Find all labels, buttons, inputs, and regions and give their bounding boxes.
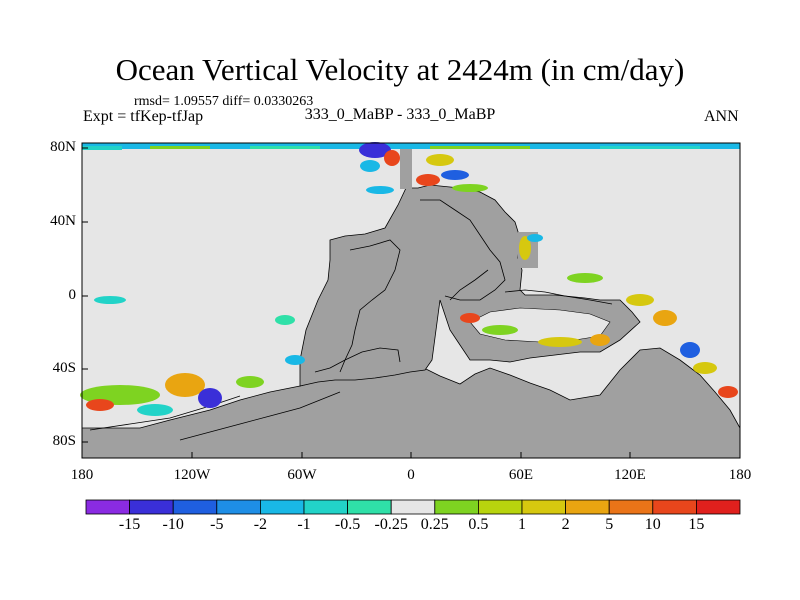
season-label: ANN (704, 108, 739, 125)
colorbar-swatch (608, 499, 654, 515)
colorbar-label: 0.5 (468, 516, 489, 533)
colorbar-label: -2 (253, 516, 268, 533)
stats-line: rmsd= 1.09557 diff= 0.0330263 (134, 94, 314, 109)
lon-label-60w: 60W (287, 467, 317, 483)
colorbar-swatch (477, 499, 523, 515)
lon-label-180w: 180 (70, 467, 94, 483)
colorbar-label: 0.25 (420, 516, 449, 533)
lat-label-80s: 80S (52, 433, 76, 449)
colorbar-label: -10 (162, 516, 184, 533)
colorbar-swatch (434, 499, 479, 515)
lat-label-80n: 80N (50, 139, 76, 155)
colorbar-swatch (347, 499, 392, 515)
colorbar-label: 10 (644, 516, 661, 533)
colorbar-label: -15 (118, 516, 141, 533)
colorbar-label: -0.5 (334, 516, 361, 533)
colorbar-swatch (696, 499, 741, 515)
colorbar-swatch (565, 499, 610, 515)
colorbar-label: -0.25 (374, 516, 408, 533)
northern-strait-anomalies (359, 142, 488, 194)
southern-anomalies (80, 296, 305, 416)
colorbar (85, 499, 741, 515)
lon-label-180e: 180 (728, 467, 752, 483)
colorbar-label: 15 (688, 516, 705, 533)
eastern-margin-anomalies (460, 234, 738, 398)
colorbar-swatch (259, 499, 305, 515)
lon-label-0: 0 (407, 467, 415, 483)
arctic-anomaly-band (82, 143, 740, 150)
lat-label-40s: 40S (52, 360, 76, 376)
axis-ticks (81, 147, 741, 458)
colorbar-swatch (303, 499, 348, 515)
colorbar-swatch (652, 499, 697, 515)
colorbar-swatch (216, 499, 261, 515)
lon-label-60e: 60E (508, 467, 534, 483)
colorbar-label: -5 (210, 516, 224, 533)
colorbar-label: 2 (561, 516, 570, 533)
lat-label-40n: 40N (50, 213, 76, 229)
northern-land-column (400, 143, 412, 189)
lon-label-120w: 120W (173, 467, 211, 483)
colorbar-swatch (521, 499, 566, 515)
lat-label-0: 0 (68, 287, 77, 303)
map-title: Ocean Vertical Velocity at 2424m (in cm/… (115, 52, 685, 87)
lon-label-120e: 120E (614, 467, 646, 483)
colorbar-label: 5 (605, 516, 614, 533)
colorbar-swatch (129, 499, 174, 515)
colorbar-label: 1 (518, 516, 526, 533)
colorbar-swatch (390, 499, 436, 515)
case-label: 333_0_MaBP - 333_0_MaBP (304, 106, 496, 123)
colorbar-swatch (85, 499, 130, 515)
colorbar-label: -1 (297, 516, 311, 533)
colorbar-swatch (172, 499, 218, 515)
experiment-label: Expt = tfKep-tfJap (83, 108, 204, 125)
